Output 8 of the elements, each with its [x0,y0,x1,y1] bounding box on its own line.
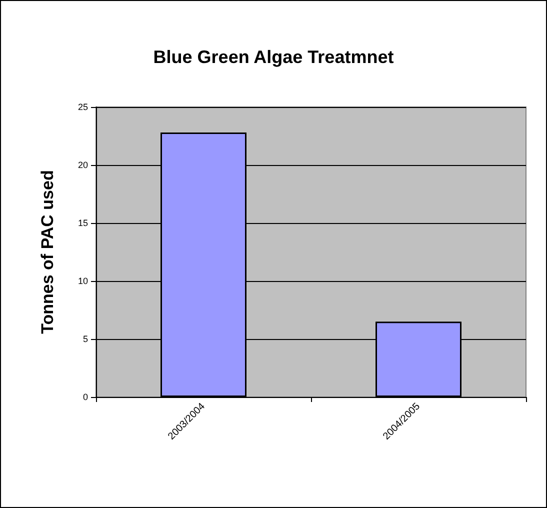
y-tick-label: 20 [78,160,88,170]
y-tick-label: 10 [78,276,88,286]
y-tick-label: 0 [82,392,88,402]
y-tick-label: 25 [78,102,88,112]
y-axis-title: Tonnes of PAC used [38,170,57,334]
y-tick-label: 15 [78,218,88,228]
y-tick-label: 5 [82,334,88,344]
chart-title: Blue Green Algae Treatmnet [153,47,394,67]
